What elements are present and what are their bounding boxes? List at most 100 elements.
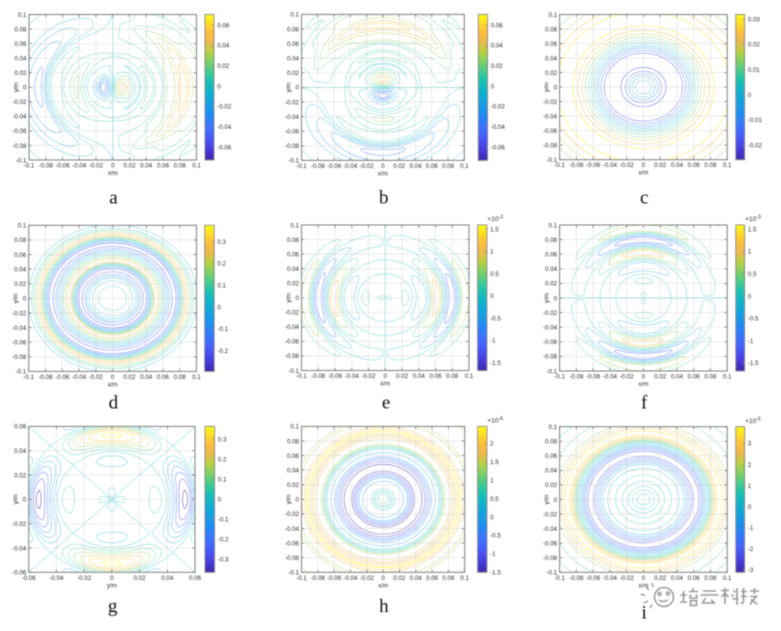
svg-text:-0.02: -0.02 <box>12 99 27 106</box>
svg-text:0.06: 0.06 <box>217 22 230 29</box>
svg-text:0.04: 0.04 <box>140 374 153 381</box>
svg-text:0.08: 0.08 <box>174 163 187 170</box>
svg-text:0: 0 <box>642 575 646 582</box>
svg-text:y/m: y/m <box>544 293 551 303</box>
svg-text:-0.06: -0.06 <box>285 339 300 346</box>
svg-text:0: 0 <box>111 374 115 381</box>
svg-text:1: 1 <box>490 478 494 485</box>
svg-text:0.04: 0.04 <box>671 162 684 169</box>
svg-text:1: 1 <box>490 249 494 256</box>
svg-text:-0.08: -0.08 <box>285 555 300 562</box>
svg-text:-0.06: -0.06 <box>12 570 27 577</box>
svg-text:-0.04: -0.04 <box>12 114 27 121</box>
svg-text:0.02: 0.02 <box>14 70 27 77</box>
svg-text:e: e <box>382 393 390 414</box>
svg-text:0.1: 0.1 <box>548 222 557 229</box>
svg-text:0.02: 0.02 <box>545 70 558 77</box>
svg-text:y/m: y/m <box>107 582 117 589</box>
svg-text:0.06: 0.06 <box>426 575 439 582</box>
svg-text:0: 0 <box>381 163 385 170</box>
svg-text:y/m: y/m <box>13 293 20 303</box>
svg-text:0.04: 0.04 <box>287 56 300 63</box>
svg-text:0.04: 0.04 <box>545 266 558 273</box>
svg-text:-3: -3 <box>748 567 754 574</box>
svg-text:-0.02: -0.02 <box>89 163 104 170</box>
svg-text:y/m: y/m <box>13 82 20 92</box>
svg-text:0.06: 0.06 <box>189 575 202 582</box>
svg-text:0: 0 <box>554 295 558 302</box>
svg-text:0: 0 <box>383 373 387 380</box>
svg-text:-0.02: -0.02 <box>620 575 635 582</box>
svg-text:0.08: 0.08 <box>704 575 717 582</box>
svg-text:0.08: 0.08 <box>287 26 300 33</box>
svg-text:d: d <box>109 393 119 414</box>
svg-text:-0.06: -0.06 <box>327 163 342 170</box>
svg-text:-0.5: -0.5 <box>490 533 501 540</box>
svg-text:-0.02: -0.02 <box>77 575 92 582</box>
svg-text:-0.02: -0.02 <box>491 104 506 111</box>
svg-text:0.5: 0.5 <box>748 271 757 278</box>
svg-text:-0.08: -0.08 <box>311 163 326 170</box>
svg-text:0.1: 0.1 <box>218 477 227 484</box>
svg-text:x/m: x/m <box>638 582 648 589</box>
svg-text:-0.1: -0.1 <box>23 374 34 381</box>
svg-text:0: 0 <box>554 497 558 504</box>
svg-text:0.02: 0.02 <box>287 281 300 288</box>
svg-text:-0.04: -0.04 <box>345 373 360 380</box>
svg-text:-1.5: -1.5 <box>490 569 501 576</box>
svg-text:0.06: 0.06 <box>545 41 558 48</box>
svg-text:-0.1: -0.1 <box>546 570 557 577</box>
svg-text:0.08: 0.08 <box>287 438 300 445</box>
svg-text:0.02: 0.02 <box>287 482 300 489</box>
svg-text:-0.04: -0.04 <box>217 124 232 131</box>
svg-text:-0.02: -0.02 <box>217 104 232 111</box>
svg-text:-0.06: -0.06 <box>327 575 342 582</box>
svg-text:0.08: 0.08 <box>545 439 558 446</box>
svg-text:-0.1: -0.1 <box>288 570 299 577</box>
svg-text:0.06: 0.06 <box>287 41 300 48</box>
svg-text:0.04: 0.04 <box>545 55 558 62</box>
svg-text:0: 0 <box>642 374 646 381</box>
svg-text:0: 0 <box>23 296 27 303</box>
svg-text:-0.08: -0.08 <box>311 373 326 380</box>
svg-text:0.04: 0.04 <box>413 373 426 380</box>
svg-text:0.1: 0.1 <box>192 374 201 381</box>
svg-text:0: 0 <box>748 504 752 511</box>
svg-text:0.06: 0.06 <box>287 453 300 460</box>
svg-text:0.08: 0.08 <box>704 162 717 169</box>
svg-text:f: f <box>641 393 648 414</box>
svg-text:0.02: 0.02 <box>14 281 27 288</box>
svg-text:0.02: 0.02 <box>14 472 27 479</box>
svg-text:0.04: 0.04 <box>217 43 230 50</box>
svg-text:-0.1: -0.1 <box>288 158 299 165</box>
svg-text:-0.02: -0.02 <box>360 575 375 582</box>
svg-text:-0.06: -0.06 <box>328 373 343 380</box>
svg-text:0.1: 0.1 <box>217 283 226 290</box>
svg-text:0: 0 <box>491 83 495 90</box>
svg-text:0.1: 0.1 <box>192 163 201 170</box>
svg-text:0.3: 0.3 <box>217 239 226 246</box>
svg-text:-0.2: -0.2 <box>218 537 229 544</box>
svg-text:0.06: 0.06 <box>545 453 558 460</box>
svg-text:0.1: 0.1 <box>465 373 474 380</box>
svg-text:-0.08: -0.08 <box>543 354 558 361</box>
svg-text:0.02: 0.02 <box>123 374 136 381</box>
svg-text:-0.04: -0.04 <box>343 163 358 170</box>
svg-text:-0.08: -0.08 <box>569 374 584 381</box>
svg-text:-0.04: -0.04 <box>72 163 87 170</box>
svg-text:-0.1: -0.1 <box>554 162 565 169</box>
svg-text:b: b <box>379 188 389 209</box>
svg-text:-0.06: -0.06 <box>543 541 558 548</box>
svg-text:0.08: 0.08 <box>287 237 300 244</box>
svg-text:-1.5: -1.5 <box>490 360 501 367</box>
svg-text:0: 0 <box>642 162 646 169</box>
svg-text:0: 0 <box>296 85 300 92</box>
svg-text:0.08: 0.08 <box>545 237 558 244</box>
svg-text:0.2: 0.2 <box>218 456 227 463</box>
svg-text:-0.1: -0.1 <box>546 368 557 375</box>
svg-text:-0.08: -0.08 <box>569 162 584 169</box>
svg-text:h: h <box>379 596 389 617</box>
svg-text:0.04: 0.04 <box>14 448 27 455</box>
svg-text:0.1: 0.1 <box>290 424 299 431</box>
svg-text:-0.08: -0.08 <box>543 143 558 150</box>
